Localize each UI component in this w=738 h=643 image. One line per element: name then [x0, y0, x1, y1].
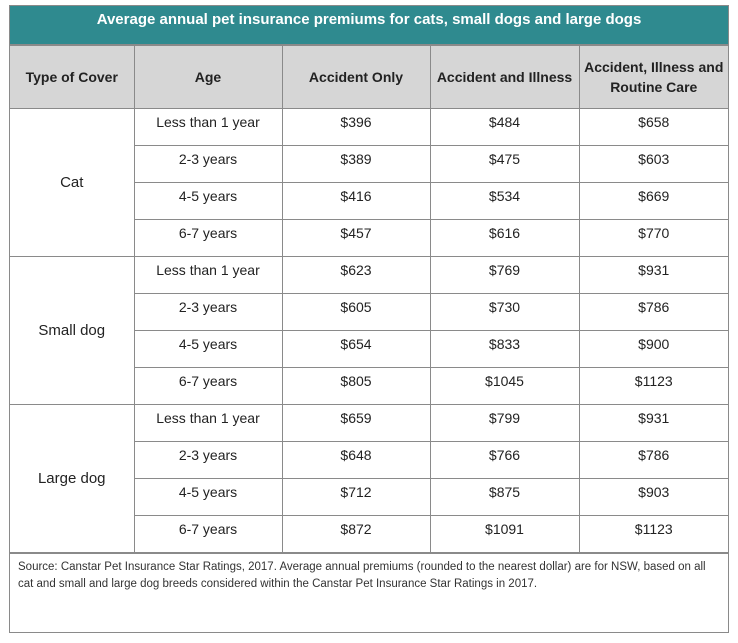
table-row: Cat Less than 1 year $396 $484 $658 — [10, 108, 728, 257]
accident-illness-cell: $1045 — [429, 367, 580, 405]
age-cell: 2-3 years — [134, 145, 283, 183]
accident-illness-cell: $475 — [429, 145, 580, 183]
age-cell: 4-5 years — [134, 330, 283, 368]
age-cell: 2-3 years — [134, 293, 283, 331]
table-row: 2-3 years $605 $730 $786 — [10, 293, 728, 331]
accident-illness-cell: $875 — [429, 478, 580, 516]
routine-care-cell: $603 — [578, 145, 728, 183]
age-cell: 6-7 years — [134, 219, 283, 257]
table-row: Small dog Less than 1 year $623 $769 $93… — [10, 256, 728, 405]
table-row: 6-7 years $457 $616 $770 — [10, 219, 728, 257]
accident-illness-cell: $484 — [429, 108, 580, 146]
age-cell: Less than 1 year — [133, 404, 283, 442]
routine-care-cell: $931 — [578, 256, 728, 294]
premiums-table: Type of Cover Age Accident Only Accident… — [10, 45, 728, 553]
age-cell: 4-5 years — [134, 478, 283, 516]
routine-care-cell: $931 — [578, 404, 728, 442]
source-note: Source: Canstar Pet Insurance Star Ratin… — [10, 553, 728, 598]
routine-care-cell: $669 — [578, 182, 728, 220]
routine-care-cell: $1123 — [578, 367, 728, 405]
age-cell: 4-5 years — [134, 182, 283, 220]
accident-illness-cell: $616 — [429, 219, 580, 257]
age-cell: 6-7 years — [134, 367, 283, 405]
premiums-table-card: Average annual pet insurance premiums fo… — [9, 5, 729, 633]
group-label-large-dog: Large dog — [10, 404, 135, 553]
header-accident-illness-routine-care: Accident, Illness and Routine Care — [578, 45, 728, 109]
age-cell: Less than 1 year — [133, 256, 283, 294]
group-label-cat: Cat — [10, 108, 135, 257]
accident-only-cell: $416 — [281, 182, 431, 220]
age-cell: Less than 1 year — [133, 108, 283, 146]
accident-illness-cell: $799 — [429, 404, 580, 442]
routine-care-cell: $900 — [578, 330, 728, 368]
table-row: 4-5 years $416 $534 $669 — [10, 182, 728, 220]
routine-care-cell: $770 — [578, 219, 728, 257]
accident-illness-cell: $769 — [429, 256, 580, 294]
routine-care-cell: $903 — [578, 478, 728, 516]
accident-only-cell: $659 — [281, 404, 431, 442]
accident-only-cell: $457 — [281, 219, 431, 257]
routine-care-cell: $786 — [578, 293, 728, 331]
table-row: 6-7 years $872 $1091 $1123 — [10, 515, 728, 553]
header-accident-and-illness: Accident and Illness — [429, 45, 580, 109]
accident-illness-cell: $730 — [429, 293, 580, 331]
header-age: Age — [133, 45, 283, 109]
accident-only-cell: $805 — [281, 367, 431, 405]
accident-illness-cell: $833 — [429, 330, 580, 368]
accident-only-cell: $605 — [281, 293, 431, 331]
group-label-small-dog: Small dog — [10, 256, 135, 405]
accident-only-cell: $654 — [281, 330, 431, 368]
accident-only-cell: $623 — [281, 256, 431, 294]
table-row: 4-5 years $712 $875 $903 — [10, 478, 728, 516]
accident-only-cell: $396 — [281, 108, 431, 146]
accident-only-cell: $712 — [281, 478, 431, 516]
header-type-of-cover: Type of Cover — [10, 45, 135, 109]
table-row: 4-5 years $654 $833 $900 — [10, 330, 728, 368]
accident-only-cell: $648 — [281, 441, 431, 479]
header-accident-only: Accident Only — [281, 45, 431, 109]
accident-illness-cell: $1091 — [429, 515, 580, 553]
age-cell: 2-3 years — [134, 441, 283, 479]
routine-care-cell: $1123 — [578, 515, 728, 553]
routine-care-cell: $658 — [578, 108, 728, 146]
accident-only-cell: $872 — [281, 515, 431, 553]
accident-illness-cell: $766 — [429, 441, 580, 479]
age-cell: 6-7 years — [134, 515, 283, 553]
accident-only-cell: $389 — [281, 145, 431, 183]
accident-illness-cell: $534 — [429, 182, 580, 220]
routine-care-cell: $786 — [578, 441, 728, 479]
table-row: Large dog Less than 1 year $659 $799 $93… — [10, 404, 728, 553]
table-title: Average annual pet insurance premiums fo… — [10, 6, 728, 45]
header-row: Type of Cover Age Accident Only Accident… — [10, 45, 728, 109]
